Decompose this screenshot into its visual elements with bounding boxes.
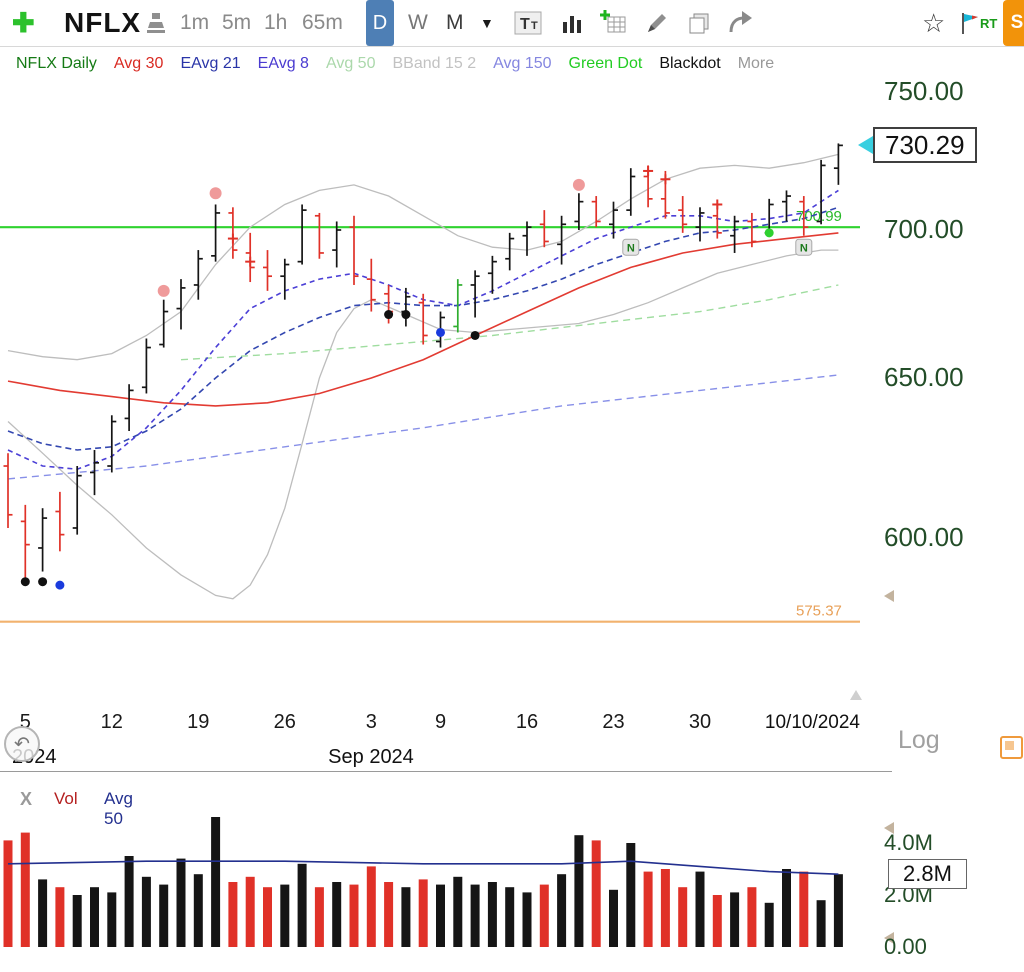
legend-item-nflx-daily[interactable]: NFLX Daily xyxy=(16,55,97,72)
legend-item-avg-50[interactable]: Avg 50 xyxy=(325,55,376,72)
current-volume-label: 2.8M xyxy=(888,859,967,890)
volume-axis-label: 4.0M xyxy=(884,830,933,855)
timeframe-dropdown-icon[interactable]: ▼ xyxy=(480,15,494,31)
timeframe-weekly[interactable]: W xyxy=(408,11,428,34)
stamp-icon[interactable] xyxy=(140,0,172,46)
svg-text:700.99: 700.99 xyxy=(796,208,842,225)
price-axis-label: 600.00 xyxy=(884,521,964,552)
volume-chart[interactable] xyxy=(0,775,862,967)
svg-text:T: T xyxy=(531,20,538,32)
current-price-marker: 730.29 xyxy=(858,127,977,164)
timeframe-1h[interactable]: 1h xyxy=(264,11,288,34)
current-price-label: 730.29 xyxy=(873,127,977,164)
realtime-badge: RT xyxy=(980,15,998,31)
date-tick-label: 3 xyxy=(365,711,377,733)
indicator-legend: NFLX Daily Avg 30 EAvg 21 EAvg 8 Avg 50 BBand… xyxy=(16,55,774,73)
symbol-title[interactable]: NFLX xyxy=(64,7,142,38)
volume-avg-label[interactable]: Avg 50 xyxy=(104,789,133,828)
date-tick-label: 5 xyxy=(19,711,31,733)
axis-marker-icon xyxy=(884,590,894,602)
legend-item-avg-150[interactable]: Avg 150 xyxy=(493,55,552,72)
svg-text:N: N xyxy=(800,243,808,255)
price-chart[interactable]: 700.99 575.37 N N xyxy=(0,45,862,707)
timeframe-5m[interactable]: 5m xyxy=(222,11,252,34)
axis-end-date: 10/10/2024 xyxy=(764,712,860,733)
price-pointer-icon xyxy=(858,136,873,155)
add-symbol-icon[interactable]: ✚ xyxy=(12,7,35,38)
axis-marker-icon xyxy=(884,932,894,944)
duplicate-icon[interactable] xyxy=(683,0,715,46)
svg-text:T: T xyxy=(520,16,530,33)
price-axis-label: 650.00 xyxy=(884,362,964,393)
legend-item-more[interactable]: More xyxy=(737,55,775,72)
pencil-icon[interactable] xyxy=(641,0,673,46)
date-tick-label: 12 xyxy=(100,711,123,733)
text-tool-icon[interactable]: T T xyxy=(512,0,544,46)
volume-axis-label: 0.00 xyxy=(884,934,927,959)
log-scale-label[interactable]: Log xyxy=(898,726,940,754)
grid-add-icon[interactable] xyxy=(598,0,630,46)
price-axis-label: 700.00 xyxy=(884,214,964,244)
legend-item-avg-30[interactable]: Avg 30 xyxy=(113,55,164,72)
timeframe-65m[interactable]: 65m xyxy=(302,11,343,34)
svg-text:575.37: 575.37 xyxy=(796,603,842,620)
axis-month-label: Sep 2024 xyxy=(328,746,414,768)
legend-item-green-dot[interactable]: Green Dot xyxy=(568,55,643,72)
scroll-back-button[interactable]: ↶ xyxy=(4,726,40,762)
date-tick-label: 30 xyxy=(688,711,712,733)
axis-marker-icon xyxy=(850,690,862,700)
snap-button[interactable]: S xyxy=(1003,0,1024,46)
legend-item-bband-15-2[interactable]: BBand 15 2 xyxy=(392,55,477,72)
price-axis-label: 750.00 xyxy=(884,76,964,107)
axis-marker-icon xyxy=(884,822,894,834)
timeframe-monthly[interactable]: M xyxy=(446,11,464,34)
date-tick-label: 9 xyxy=(434,711,447,733)
legend-item-eavg-21[interactable]: EAvg 21 xyxy=(180,55,241,72)
bar-chart-icon[interactable] xyxy=(556,0,588,46)
volume-indicator-label[interactable]: Vol xyxy=(54,789,78,808)
close-pane-button[interactable]: X xyxy=(20,789,33,809)
share-icon[interactable] xyxy=(725,0,757,46)
timeframe-daily-selected[interactable]: D xyxy=(366,0,394,46)
legend-item-blackdot[interactable]: Blackdot xyxy=(659,55,721,72)
panel-icon[interactable] xyxy=(1000,736,1023,759)
flag-icon[interactable] xyxy=(954,0,986,46)
date-tick-label: 23 xyxy=(602,711,625,733)
toolbar: ✚ NFLX 1m 5m 1h 65m D W M ▼ T T xyxy=(0,0,1024,47)
date-tick-label: 19 xyxy=(187,711,210,733)
favorite-star-icon[interactable]: ☆ xyxy=(922,7,946,38)
pane-divider[interactable] xyxy=(0,771,892,772)
legend-item-eavg-8[interactable]: EAvg 8 xyxy=(257,55,309,72)
date-tick-label: 26 xyxy=(273,711,296,733)
svg-text:N: N xyxy=(627,243,635,255)
timeframe-1m[interactable]: 1m xyxy=(180,11,210,34)
date-tick-label: 16 xyxy=(515,711,539,733)
